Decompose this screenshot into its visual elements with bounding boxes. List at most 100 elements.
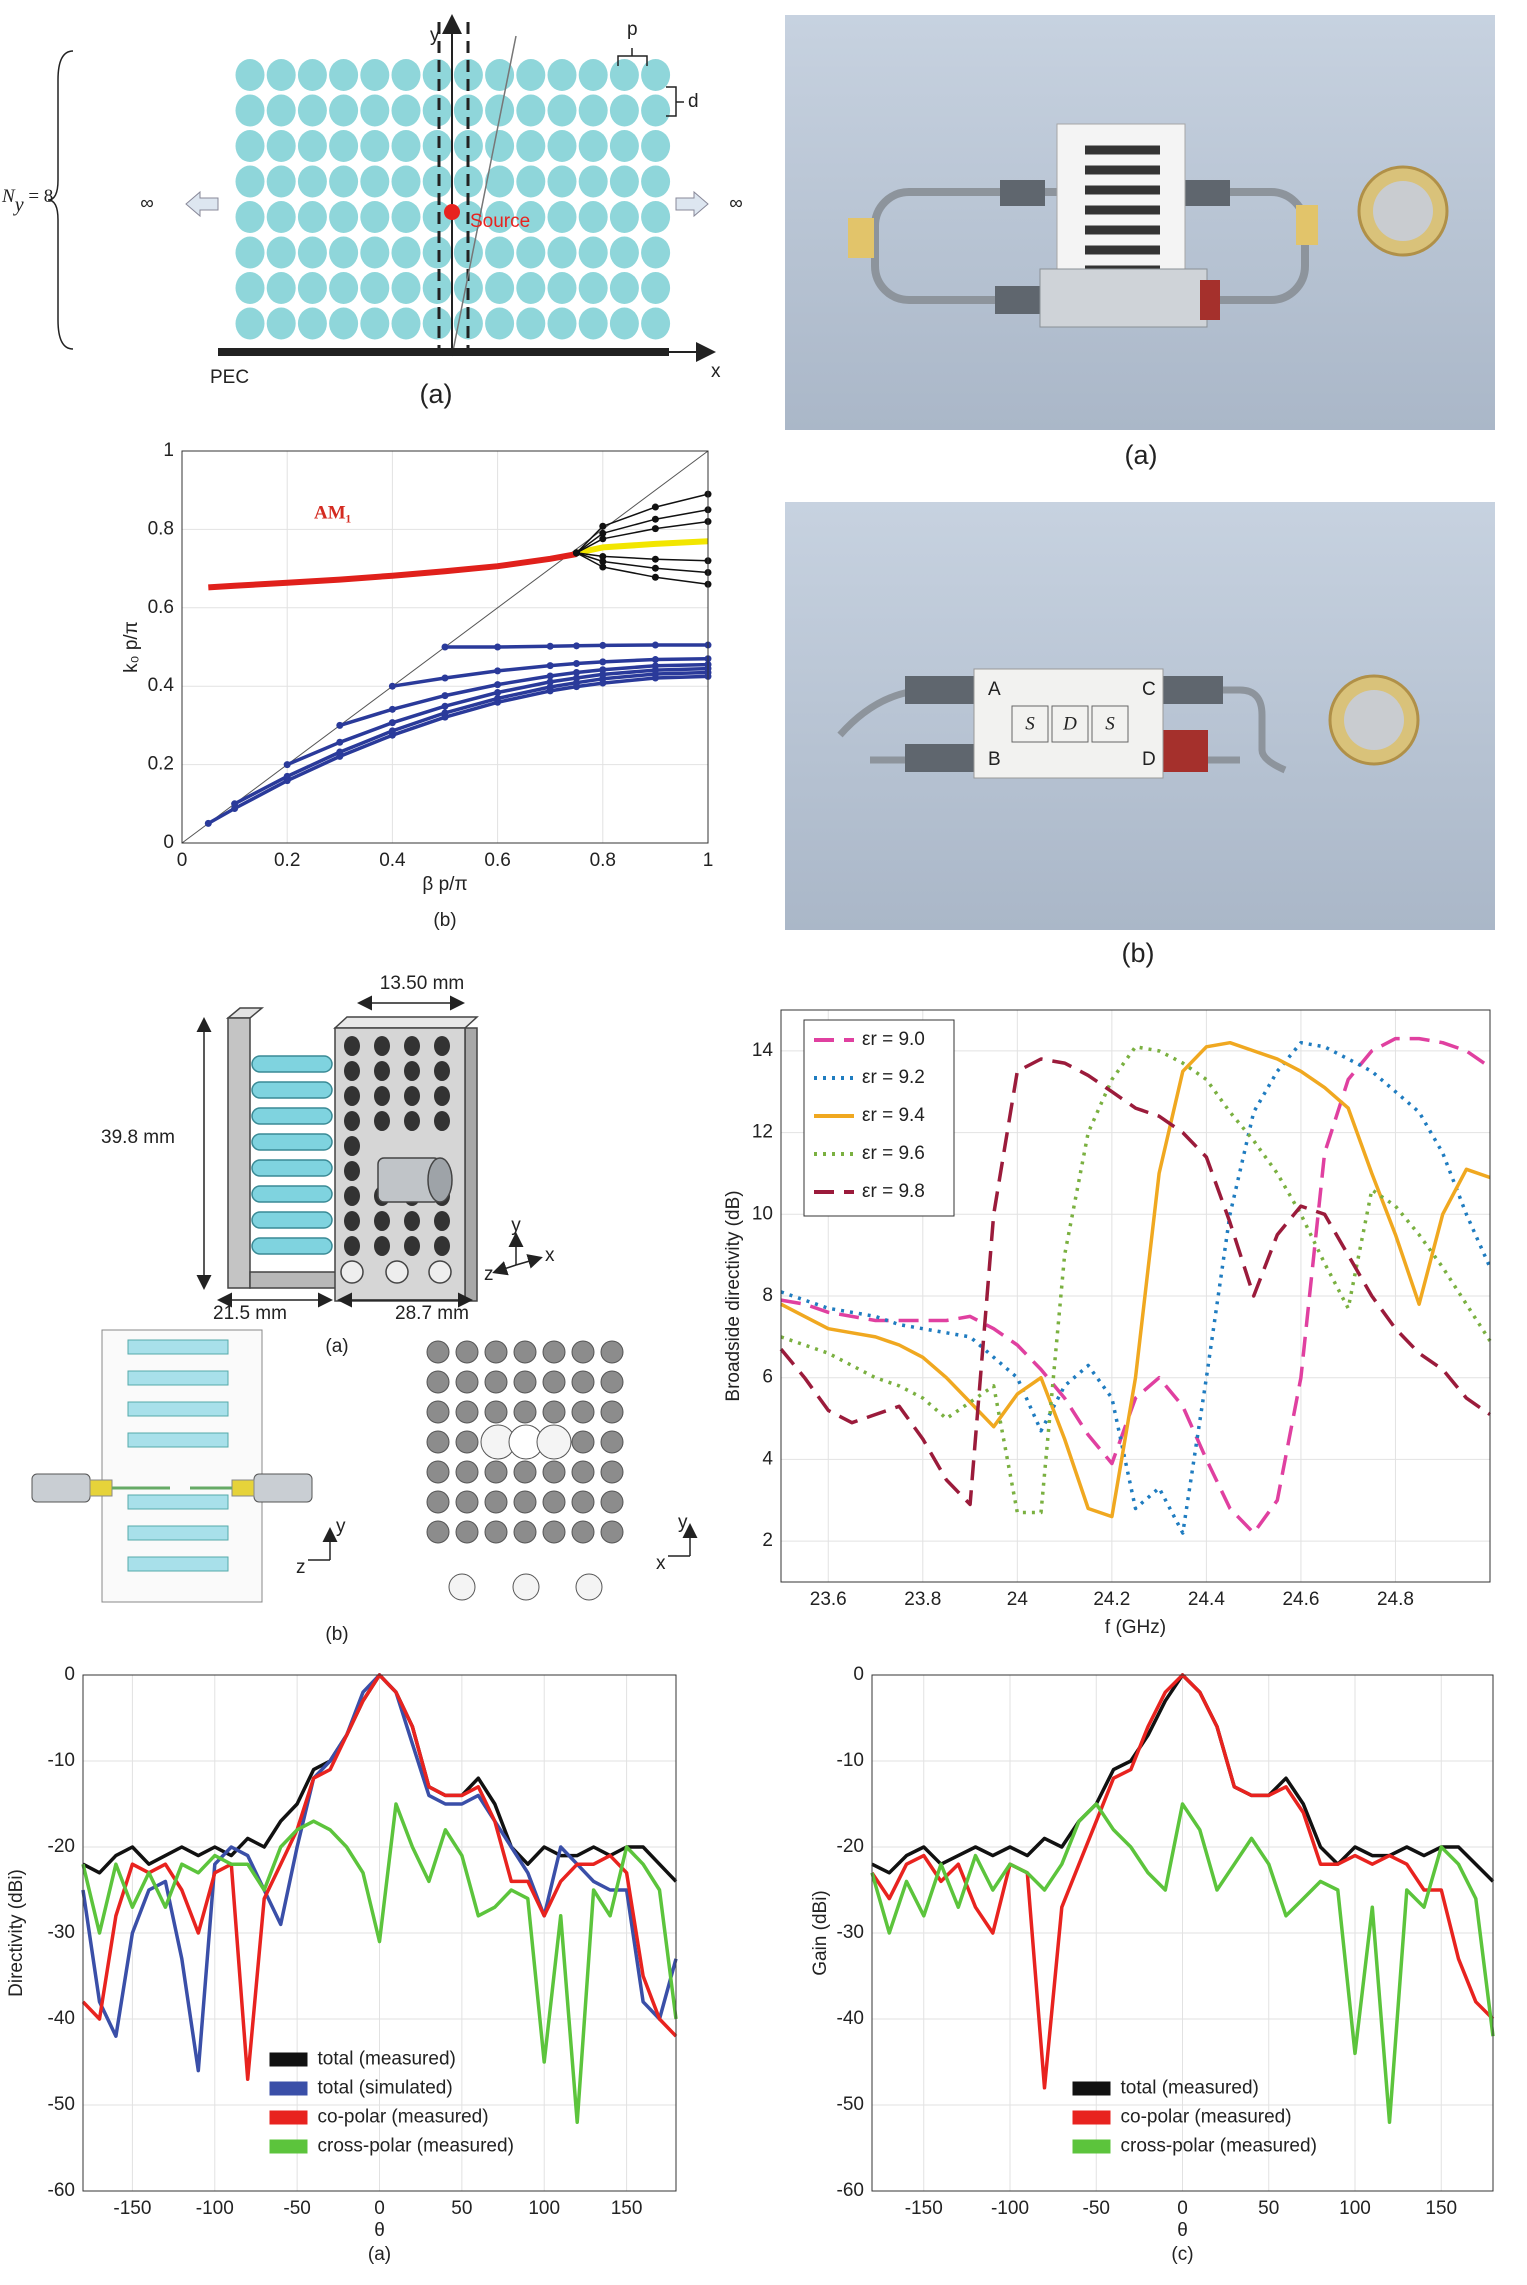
- dimensions: [196, 995, 543, 1308]
- cell: [641, 59, 671, 91]
- x-tick-label: -150: [905, 2198, 943, 2219]
- marker: [546, 678, 554, 686]
- legend-label: co-polar (measured): [318, 2107, 489, 2128]
- cell: [235, 165, 265, 198]
- x-tick-label: 0: [1177, 2198, 1188, 2219]
- legend-label: cross-polar (measured): [1121, 2136, 1317, 2157]
- y-axis-label: Broadside directivity (dB): [723, 1190, 744, 1401]
- marker: [573, 668, 580, 676]
- series-line: [576, 552, 709, 562]
- hole: [434, 1211, 450, 1231]
- legend-label: εr = 9.4: [862, 1105, 925, 1126]
- series-line: [780, 1036, 1491, 1535]
- hole: [484, 1340, 508, 1364]
- hole: [600, 1400, 624, 1424]
- port-label: C: [1142, 679, 1156, 700]
- cell: [266, 130, 296, 162]
- cell: [391, 201, 421, 233]
- dimension-label: 28.7 mm: [395, 1303, 469, 1324]
- cell: [453, 307, 483, 340]
- axis-label: y: [678, 1512, 688, 1533]
- marker: [441, 674, 449, 682]
- cell: [641, 272, 671, 304]
- x-tick-label: 100: [528, 2198, 560, 2219]
- y-tick-label: -50: [837, 2094, 864, 2115]
- hole: [404, 1211, 420, 1231]
- x-tick-label: 150: [611, 2198, 643, 2219]
- rod: [251, 1107, 333, 1125]
- x-tick-label: 0: [177, 850, 188, 871]
- y-tick-label: 10: [752, 1203, 773, 1224]
- d-label: d: [688, 91, 699, 112]
- cell: [297, 165, 327, 198]
- cell: [516, 201, 546, 233]
- axis-label: z: [484, 1264, 494, 1285]
- rod: [127, 1556, 229, 1572]
- y-tick-label: -30: [837, 1922, 864, 1943]
- hole: [600, 1520, 624, 1544]
- x-tick-label: 50: [1258, 2198, 1279, 2219]
- cell: [360, 236, 390, 269]
- marker: [546, 683, 554, 691]
- cell: [297, 59, 327, 91]
- y-tick-label: 2: [762, 1530, 773, 1551]
- y-tick-label: -10: [837, 1750, 864, 1771]
- hole: [455, 1340, 479, 1364]
- hole: [404, 1111, 420, 1131]
- hole: [455, 1520, 479, 1544]
- cell: [578, 236, 608, 269]
- marker: [599, 522, 607, 530]
- cell: [235, 59, 265, 91]
- cell: [329, 201, 359, 233]
- ray: [451, 35, 517, 357]
- y-tick-label: -30: [48, 1922, 75, 1943]
- marker: [494, 681, 502, 689]
- hole: [484, 1370, 508, 1394]
- y-tick-label: 0.2: [148, 754, 174, 775]
- hole: [571, 1520, 595, 1544]
- axis-label: y: [511, 1215, 521, 1236]
- legend-label: total (simulated): [318, 2078, 453, 2099]
- cell: [391, 236, 421, 269]
- marker: [441, 709, 449, 717]
- marker: [651, 555, 659, 563]
- cell: [547, 165, 577, 198]
- series-line: [780, 1045, 1492, 1515]
- port-label: A: [988, 679, 1001, 700]
- hole: [542, 1490, 566, 1514]
- cell: [485, 94, 515, 127]
- hole: [344, 1186, 360, 1206]
- y-axis-label: Directivity (dBi): [6, 1869, 27, 1997]
- letter-box: [1051, 705, 1089, 743]
- cell: [235, 201, 265, 233]
- marker: [283, 761, 291, 769]
- arrow-right: [675, 190, 709, 218]
- dimension-label: 21.5 mm: [213, 1303, 287, 1324]
- box-letter: S: [1025, 713, 1035, 734]
- cad-a: [225, 1007, 479, 1302]
- cell: [266, 236, 296, 269]
- cell: [578, 59, 608, 91]
- x-tick-label: 150: [1425, 2198, 1457, 2219]
- cell: [422, 201, 452, 233]
- y-tick-label: 4: [762, 1448, 773, 1469]
- axis-label: z: [296, 1557, 306, 1578]
- x-tick-label: 23.6: [810, 1589, 847, 1610]
- x-tick-label: 0.6: [484, 850, 510, 871]
- cell: [578, 307, 608, 340]
- x-tick-label: 24.4: [1188, 1589, 1225, 1610]
- cell: [422, 307, 452, 340]
- hole: [374, 1211, 390, 1231]
- infinity: ∞: [729, 193, 743, 214]
- cell: [391, 165, 421, 198]
- y-tick-label: -50: [48, 2094, 75, 2115]
- hole: [434, 1236, 450, 1256]
- hole: [344, 1211, 360, 1231]
- cell: [641, 165, 671, 198]
- legend-label: cross-polar (measured): [318, 2136, 514, 2157]
- x-tick-label: 0.2: [274, 850, 300, 871]
- cell: [297, 272, 327, 304]
- marker: [573, 642, 580, 650]
- marker: [651, 564, 659, 572]
- cell: [360, 272, 390, 304]
